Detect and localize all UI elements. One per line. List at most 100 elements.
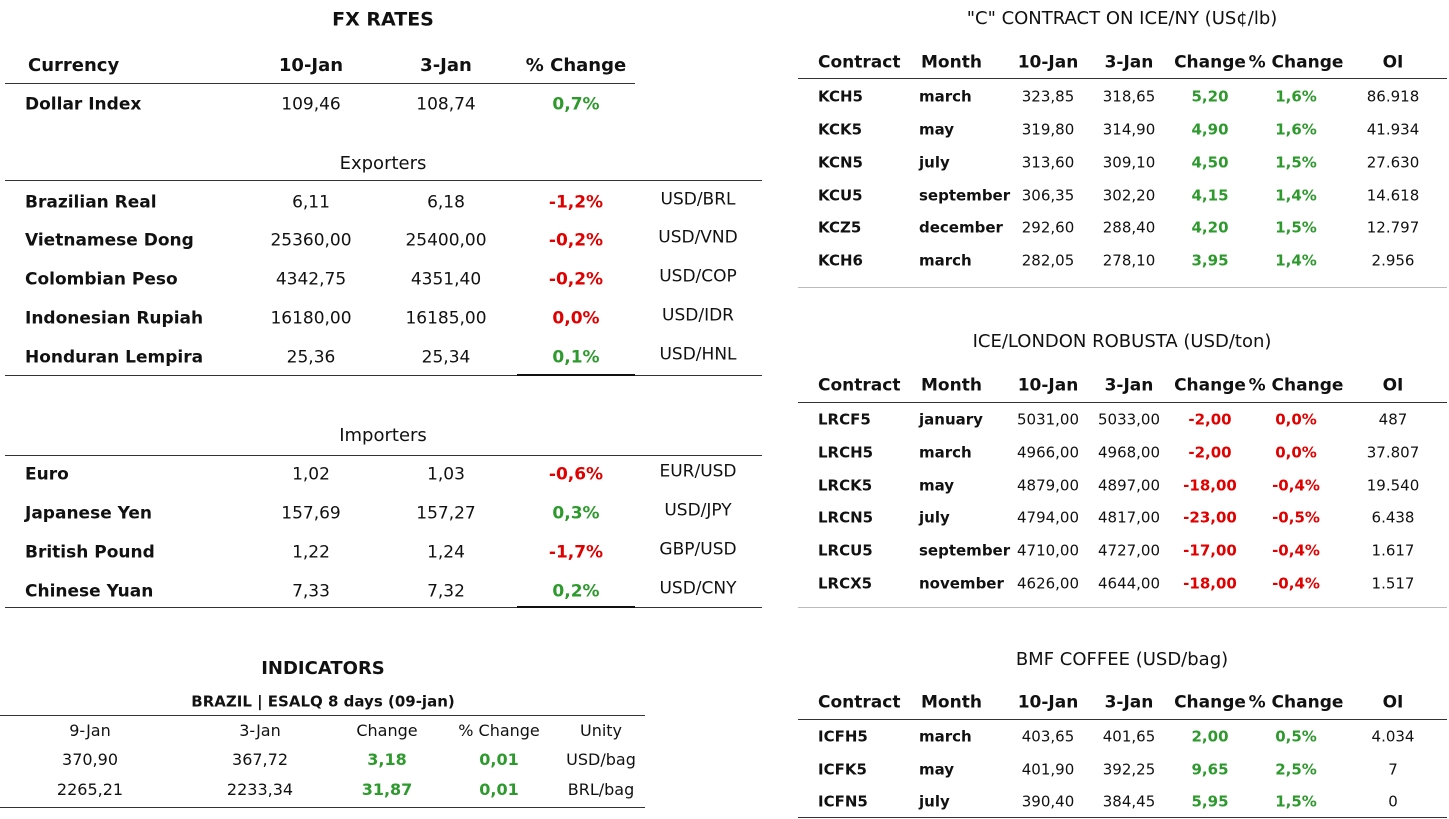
column-header: Contract: [818, 52, 901, 73]
rule: [517, 606, 635, 608]
cell: USD/HNL: [659, 344, 737, 365]
cell: USD/JPY: [664, 500, 732, 521]
rule: [798, 719, 1447, 720]
cell: 0,2%: [552, 581, 600, 602]
cell: 4727,00: [1097, 541, 1161, 560]
column-header: Month: [921, 692, 982, 713]
cell: 1,4%: [1275, 251, 1317, 270]
section-title: FX RATES: [332, 8, 434, 31]
cell: 4794,00: [1016, 508, 1080, 527]
cell: 309,10: [1102, 153, 1156, 172]
cell: -2,00: [1188, 410, 1232, 429]
column-header: 10-Jan: [1017, 375, 1079, 396]
cell: 6.438: [1371, 508, 1415, 527]
cell: 1,03: [427, 464, 465, 485]
column-header: 3-Jan: [1104, 692, 1154, 713]
rule: [798, 287, 1447, 288]
cell: 16185,00: [405, 308, 487, 329]
cell: 292,60: [1021, 218, 1075, 237]
cell: -0,2%: [548, 230, 604, 251]
cell: 5033,00: [1097, 410, 1161, 429]
cell: KCZ5: [818, 218, 862, 237]
cell: 86.918: [1366, 87, 1420, 106]
cell: -0,4%: [1272, 574, 1320, 593]
rule: [5, 607, 762, 608]
cell: 0,0%: [1275, 443, 1317, 462]
cell: 313,60: [1021, 153, 1075, 172]
rule: [5, 83, 635, 84]
cell: British Pound: [25, 542, 155, 563]
cell: 2265,21: [56, 780, 124, 799]
cell: -2,00: [1188, 443, 1232, 462]
cell: may: [919, 120, 955, 139]
cell: -17,00: [1183, 541, 1237, 560]
cell: Chinese Yuan: [25, 581, 154, 602]
cell: 401,65: [1102, 727, 1156, 746]
cell: -1,2%: [548, 192, 604, 213]
rule: [0, 715, 645, 716]
cell: 25400,00: [405, 230, 487, 251]
cell: USD/VND: [658, 227, 738, 248]
cell: 302,20: [1102, 186, 1156, 205]
cell: 0,0%: [1275, 410, 1317, 429]
cell: 108,74: [416, 94, 476, 115]
rule: [798, 607, 1447, 608]
cell: 1,5%: [1275, 153, 1317, 172]
cell: march: [919, 443, 972, 462]
cell: Brazilian Real: [25, 192, 157, 213]
cell: 16180,00: [270, 308, 352, 329]
cell: 5,95: [1191, 792, 1229, 811]
cell: 5,20: [1191, 87, 1229, 106]
cell: 4,20: [1191, 218, 1229, 237]
cell: july: [919, 792, 950, 811]
rule: [798, 402, 1447, 403]
cell: 4968,00: [1097, 443, 1161, 462]
section-title: Importers: [339, 425, 427, 446]
column-header: Month: [921, 52, 982, 73]
cell: 157,69: [281, 503, 341, 524]
cell: Vietnamese Dong: [25, 230, 194, 251]
cell: GBP/USD: [659, 539, 737, 560]
cell: 31,87: [361, 780, 413, 799]
column-header: 9-Jan: [69, 721, 111, 740]
cell: march: [919, 727, 972, 746]
cell: Dollar Index: [25, 94, 142, 115]
cell: 1,02: [292, 464, 330, 485]
cell: 4,50: [1191, 153, 1229, 172]
cell: 3,18: [367, 750, 407, 769]
cell: 323,85: [1021, 87, 1075, 106]
cell: 0,01: [479, 780, 519, 799]
cell: Euro: [25, 464, 69, 485]
cell: 5031,00: [1016, 410, 1080, 429]
rule: [798, 78, 1447, 79]
rule: [5, 455, 762, 456]
cell: LRCX5: [818, 574, 873, 593]
cell: LRCK5: [818, 476, 873, 495]
column-header: % Change: [1248, 692, 1344, 713]
cell: Indonesian Rupiah: [25, 308, 204, 329]
column-header: Change: [356, 721, 418, 740]
cell: 157,27: [416, 503, 476, 524]
cell: -0,4%: [1272, 541, 1320, 560]
cell: 9,65: [1191, 760, 1229, 779]
cell: 1.617: [1371, 541, 1415, 560]
cell: march: [919, 251, 972, 270]
cell: 25360,00: [270, 230, 352, 251]
cell: 27.630: [1366, 153, 1420, 172]
cell: 4966,00: [1016, 443, 1080, 462]
cell: 0,7%: [552, 94, 600, 115]
cell: 7,33: [292, 581, 330, 602]
rule: [798, 817, 1447, 818]
cell: 314,90: [1102, 120, 1156, 139]
cell: KCH6: [818, 251, 863, 270]
rule: [5, 180, 762, 181]
cell: 306,35: [1021, 186, 1075, 205]
cell: 390,40: [1021, 792, 1075, 811]
cell: 0: [1388, 792, 1398, 811]
cell: september: [919, 541, 1011, 560]
cell: 0,01: [479, 750, 519, 769]
column-header: % Change: [525, 55, 627, 76]
cell: 7: [1388, 760, 1398, 779]
cell: 1,24: [427, 542, 465, 563]
